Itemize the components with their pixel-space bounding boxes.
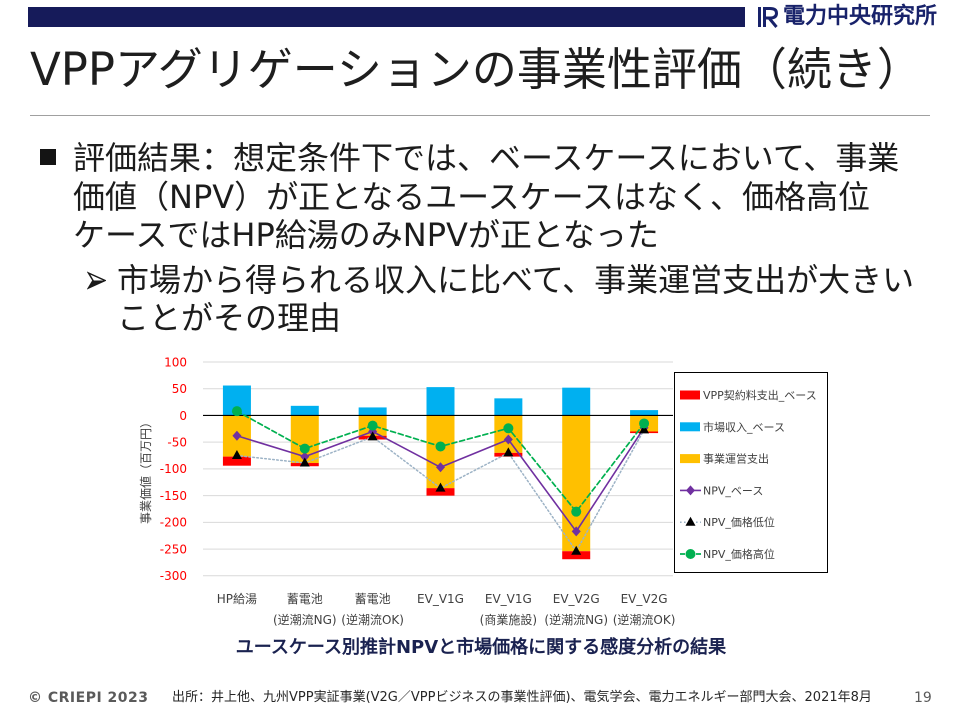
npv-high-price-point [367,420,378,431]
square-bullet-icon [40,149,56,165]
market-revenue-bar [290,405,319,416]
npv-high-price-point [571,506,582,517]
npv-high-price-point [639,418,650,429]
main-bullet-line: 価値（NPV）が正となるユースケースはなく、価格高位 [73,177,870,216]
y-tick-label: -50 [167,435,187,449]
arrow-bullet-icon [87,271,106,290]
bars [222,385,659,560]
legend-item: 市場収入_ベース [680,420,785,434]
chart-caption: ユースケース別推計NPVと市場価格に関する感度分析の結果 [235,637,727,658]
slide-title: VPPアグリゲーションの事業性評価（続き） [30,43,922,96]
copyright-notice: © CRIEPI 2023 [28,690,149,706]
npv-low-price-series [231,424,650,555]
y-tick-label: -100 [160,462,187,476]
x-category-label: EV_V2G [553,592,600,606]
sub-bullet-line: 市場から得られる収入に比べて、事業運営支出が大きい [117,260,915,299]
y-axis-title: 事業価値（百万円） [138,416,153,524]
x-category-label: (逆潮流NG) [544,612,608,627]
main-bullet-line: 評価結果：想定条件下では、ベースケースにおいて、事業 [73,139,900,177]
legend-swatch [680,390,700,400]
y-axis-ticks: 100 50 0 -50 -100 -150 -200 -250 -300 [160,355,187,583]
legend-label: 事業運営支出 [703,452,769,466]
x-category-label: EV_V1G [417,592,464,606]
x-category-label: (商業施設) [480,612,537,627]
npv-low-price-point [299,457,310,467]
npv-high-price-point [503,423,514,434]
x-category-label: (逆潮流NG) [273,612,337,627]
sub-bullet-line: ことがその理由 [117,299,342,337]
page-number: 19 [914,690,932,706]
legend-item: VPP契約料支出_ベース [680,388,817,402]
sub-bullet: 市場から得られる収入に比べて、事業運営支出が大きい ことがその理由 [117,261,914,338]
criepi-logo: 電力中央研究所 [757,5,937,29]
npv-high-price-series [231,406,650,517]
npv-base-point [232,430,242,441]
y-tick-label: 100 [164,355,187,369]
x-category-label: 蓄電池 [287,592,323,606]
legend-label: NPV_価格高位 [703,547,775,561]
x-category-label: EV_V1G [485,592,532,606]
legend-box [674,372,828,573]
vpp-contract-fee-bar [222,456,251,466]
criepi-logo-icon [758,7,779,28]
legend-marker [686,485,695,496]
y-tick-label: 0 [179,409,187,423]
vpp-contract-fee-bar [562,551,591,560]
y-tick-label: -200 [160,516,187,530]
npv-base-point [300,451,310,462]
npv-base-point [503,434,513,445]
y-tick-label: -250 [160,542,187,556]
x-category-label: HP給湯 [217,592,257,606]
market-revenue-bar [494,398,523,416]
legend-label: NPV_ベース [703,484,763,497]
legend-item: NPV_ベース [680,484,763,497]
x-category-label: (逆潮流OK) [341,612,404,627]
vpp-contract-fee-bar [426,488,455,496]
npv-base-point [436,462,445,473]
main-bullet: 評価結果：想定条件下では、ベースケースにおいて、事業 価値（NPV）が正となるユ… [73,139,899,255]
legend-item: NPV_価格低位 [680,515,775,529]
npv-high-price-point [435,441,446,452]
legend-swatch [680,454,700,464]
npv-sensitivity-chart: 100 50 0 -50 -100 -150 -200 -250 -300 HP給湯 蓄電池 (逆潮流… [138,355,828,627]
source-citation: 出所：井上他、九州VPP実証事業(V2G／VPPビジネスの事業性評価)、電気学会… [172,690,872,705]
x-category-label: (逆潮流OK) [613,612,676,627]
npv-high-price-point [299,443,310,454]
npv-high-price-point [231,406,242,417]
npv-base-point [571,526,581,537]
market-revenue-bar [630,410,659,416]
operating-expense-bar [494,415,523,453]
y-tick-label: 50 [172,382,187,396]
legend-label: 市場収入_ベース [703,420,785,434]
legend-marker [685,549,696,559]
y-tick-label: -150 [160,489,187,503]
npv-low-price-point [367,431,378,441]
market-revenue-bar [426,387,455,416]
main-bullet-line: ケースではHP給湯のみNPVが正となった [73,216,659,254]
x-axis-labels: HP給湯 蓄電池 (逆潮流NG) 蓄電池 (逆潮流OK) EV_V1G EV_V1G (商業施… [217,592,676,627]
x-category-label: EV_V2G [621,592,668,606]
npv-low-price-point [231,450,242,460]
npv-low-price-point [639,424,650,434]
legend-item: 事業運営支出 [680,452,769,466]
operating-expense-bar [426,415,455,489]
legend-label: NPV_価格低位 [703,515,775,529]
x-category-label: 蓄電池 [355,592,391,606]
npv-low-price-point [503,447,514,457]
legend-item: NPV_価格高位 [680,547,775,561]
organization-name: 電力中央研究所 [783,4,938,29]
npv-low-price-point [435,482,446,492]
market-revenue-bar [358,407,387,416]
market-revenue-bar [562,387,591,416]
y-tick-label: -300 [160,569,187,583]
header-bar [28,7,745,27]
legend-marker [685,516,696,526]
legend-label: VPP契約料支出_ベース [703,388,817,402]
title-divider [30,115,930,116]
npv-low-price-point [571,545,582,555]
legend-swatch [680,422,700,432]
